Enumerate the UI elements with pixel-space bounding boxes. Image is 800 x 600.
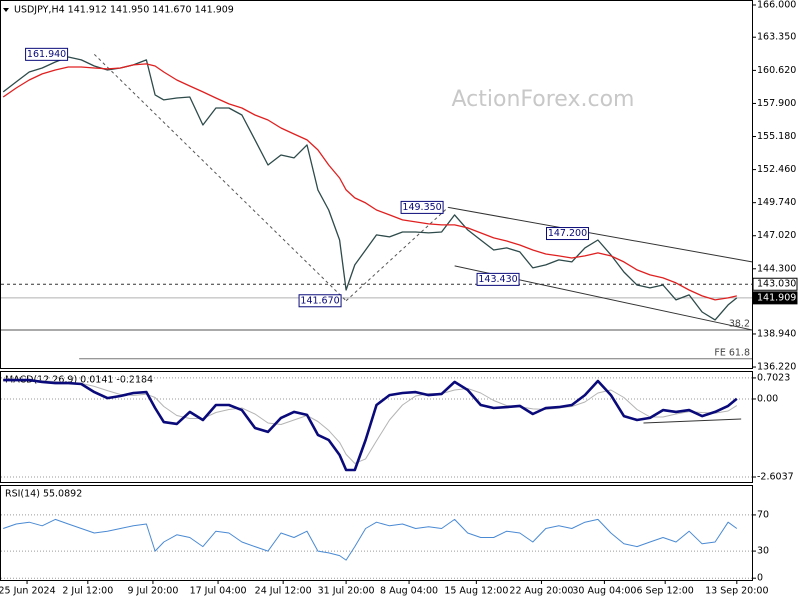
price-tag	[752, 291, 798, 305]
annotation-label: 149.350	[402, 202, 441, 213]
annotation-label: 141.670	[300, 295, 339, 306]
trend-line	[345, 207, 449, 302]
rsi-panel	[0, 485, 753, 581]
trend-line	[448, 206, 753, 263]
annotation-box	[476, 272, 520, 286]
panel-title: MACD(12,26,9) 0.0141 -0.2184	[5, 375, 153, 386]
x-tick-label: 6 Sep 12:00	[636, 586, 693, 597]
y-tick-label: 138.940	[757, 328, 796, 339]
price-tag-label: 143.030	[757, 279, 796, 290]
y-tick-label: 155.180	[757, 131, 796, 142]
y-tick-label: 157.900	[757, 98, 796, 109]
price-tag	[752, 277, 798, 291]
level-label: 38.2	[729, 318, 750, 329]
y-tick-label: 0.00	[757, 393, 778, 404]
series-line	[2, 63, 737, 301]
y-tick-label: 166.000	[757, 0, 796, 10]
series-line	[3, 378, 738, 472]
price-panel	[0, 0, 753, 369]
level-label: FE 61.8	[714, 347, 750, 358]
y-tick-label: 147.020	[757, 230, 796, 241]
trend-line	[643, 418, 742, 424]
annotation-box	[298, 294, 342, 308]
macd-panel	[0, 371, 753, 483]
x-tick-label: 25 Jun 2024	[0, 586, 56, 597]
annotation-box	[400, 200, 444, 214]
y-tick-label: 160.620	[757, 65, 796, 76]
x-tick-label: 15 Aug 12:00	[444, 586, 508, 597]
x-tick-label: 13 Sep 20:00	[705, 586, 768, 597]
price-tag-label: 141.909	[757, 292, 796, 303]
x-tick-label: 8 Aug 04:00	[380, 586, 438, 597]
x-tick-label: 30 Aug 04:00	[572, 586, 636, 597]
x-tick-label: 22 Aug 20:00	[509, 586, 573, 597]
panel-title: USDJPY,H4 141.912 141.950 141.670 141.90…	[14, 5, 234, 16]
y-tick-label: 136.220	[757, 362, 796, 373]
y-tick-label: 149.740	[757, 197, 796, 208]
y-tick-label: 0.7023	[757, 372, 790, 383]
x-tick-label: 2 Jul 12:00	[62, 586, 113, 597]
series-line	[3, 518, 738, 561]
y-tick-label: 70	[757, 509, 769, 520]
y-tick-label: -2.6037	[757, 472, 794, 483]
menu-icon	[3, 8, 9, 12]
y-tick-label: 0	[757, 573, 763, 584]
trend-line	[93, 53, 347, 302]
watermark: ActionForex.com	[452, 87, 635, 112]
y-tick-label: 152.460	[757, 164, 796, 175]
x-tick-label: 9 Jul 20:00	[127, 586, 178, 597]
x-tick-label: 24 Jul 12:00	[255, 586, 312, 597]
annotation-label: 143.430	[478, 274, 517, 285]
annotation-box	[546, 227, 590, 241]
x-tick-label: 17 Jul 04:00	[190, 586, 247, 597]
y-tick-label: 30	[757, 546, 769, 557]
panel-title: RSI(14) 55.0892	[5, 489, 82, 500]
annotation-label: 161.940	[27, 49, 66, 60]
y-tick-label: 163.350	[757, 32, 796, 43]
series-line	[3, 379, 738, 464]
annotation-label: 147.200	[548, 228, 587, 239]
x-tick-label: 31 Jul 20:00	[318, 586, 375, 597]
annotation-box	[25, 47, 69, 61]
y-tick-label: 144.300	[757, 263, 796, 274]
